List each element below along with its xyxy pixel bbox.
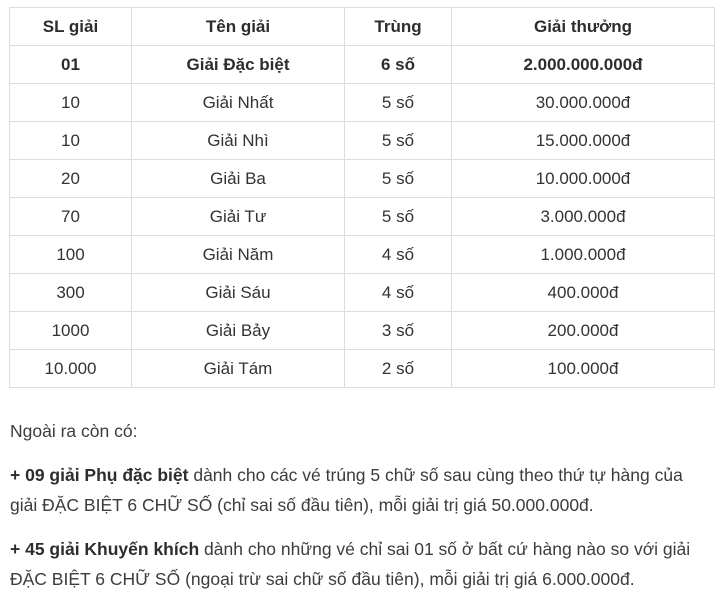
table-row: 1000 Giải Bảy 3 số 200.000đ	[9, 311, 715, 350]
cell-prize-value: 3.000.000đ	[451, 197, 715, 236]
cell-quantity: 300	[9, 273, 132, 312]
note-special-sub-prize-text: dành cho các vé trúng 5 chữ số sau cùng …	[10, 465, 683, 515]
cell-prize-value: 100.000đ	[451, 349, 715, 388]
notes-intro: Ngoài ra còn có:	[10, 421, 138, 441]
header-prize-value: Giải thưởng	[451, 7, 715, 46]
cell-prize-name: Giải Sáu	[131, 273, 345, 312]
cell-match: 5 số	[344, 121, 452, 160]
table-row: 20 Giải Ba 5 số 10.000.000đ	[9, 159, 715, 198]
cell-prize-name: Giải Nhất	[131, 83, 345, 122]
header-match: Trùng	[344, 7, 452, 46]
cell-match: 6 số	[344, 45, 452, 84]
table-row: 10.000 Giải Tám 2 số 100.000đ	[9, 349, 715, 388]
table-row: 70 Giải Tư 5 số 3.000.000đ	[9, 197, 715, 236]
table-row: 300 Giải Sáu 4 số 400.000đ	[9, 273, 715, 312]
additional-notes: Ngoài ra còn có: + 09 giải Phụ đặc biệt …	[9, 416, 713, 594]
cell-quantity: 10.000	[9, 349, 132, 388]
cell-prize-value: 15.000.000đ	[451, 121, 715, 160]
cell-prize-value: 30.000.000đ	[451, 83, 715, 122]
cell-prize-name: Giải Bảy	[131, 311, 345, 350]
note-special-sub-prize-lead: + 09 giải Phụ đặc biệt	[10, 465, 189, 485]
note-consolation-prize-lead: + 45 giải Khuyến khích	[10, 539, 200, 559]
note-special-sub-prize: + 09 giải Phụ đặc biệt dành cho các vé t…	[10, 460, 703, 520]
header-quantity: SL giải	[9, 7, 132, 46]
cell-quantity: 1000	[9, 311, 132, 350]
cell-prize-value: 400.000đ	[451, 273, 715, 312]
cell-quantity: 20	[9, 159, 132, 198]
cell-quantity: 100	[9, 235, 132, 274]
cell-match: 2 số	[344, 349, 452, 388]
table-row: 100 Giải Năm 4 số 1.000.000đ	[9, 235, 715, 274]
cell-match: 3 số	[344, 311, 452, 350]
cell-prize-value: 1.000.000đ	[451, 235, 715, 274]
table-row: 01 Giải Đặc biệt 6 số 2.000.000.000đ	[9, 45, 715, 84]
cell-quantity: 70	[9, 197, 132, 236]
prize-structure-table: SL giải Tên giải Trùng Giải thưởng 01 Gi…	[9, 7, 715, 388]
cell-prize-name: Giải Tám	[131, 349, 345, 388]
cell-quantity: 01	[9, 45, 132, 84]
table-row: 10 Giải Nhất 5 số 30.000.000đ	[9, 83, 715, 122]
cell-match: 5 số	[344, 159, 452, 198]
cell-match: 4 số	[344, 235, 452, 274]
cell-prize-name: Giải Năm	[131, 235, 345, 274]
header-prize-name: Tên giải	[131, 7, 345, 46]
cell-match: 5 số	[344, 83, 452, 122]
cell-prize-name: Giải Nhì	[131, 121, 345, 160]
cell-quantity: 10	[9, 121, 132, 160]
cell-prize-name: Giải Tư	[131, 197, 345, 236]
cell-match: 5 số	[344, 197, 452, 236]
table-header-row: SL giải Tên giải Trùng Giải thưởng	[9, 7, 715, 46]
table-row: 10 Giải Nhì 5 số 15.000.000đ	[9, 121, 715, 160]
cell-prize-name: Giải Đặc biệt	[131, 45, 345, 84]
cell-match: 4 số	[344, 273, 452, 312]
note-consolation-prize-text: dành cho những vé chỉ sai 01 số ở bất cứ…	[10, 539, 691, 589]
cell-prize-name: Giải Ba	[131, 159, 345, 198]
cell-prize-value: 10.000.000đ	[451, 159, 715, 198]
note-consolation-prize: + 45 giải Khuyến khích dành cho những vé…	[10, 534, 703, 594]
cell-prize-value: 2.000.000.000đ	[451, 45, 715, 84]
cell-prize-value: 200.000đ	[451, 311, 715, 350]
cell-quantity: 10	[9, 83, 132, 122]
